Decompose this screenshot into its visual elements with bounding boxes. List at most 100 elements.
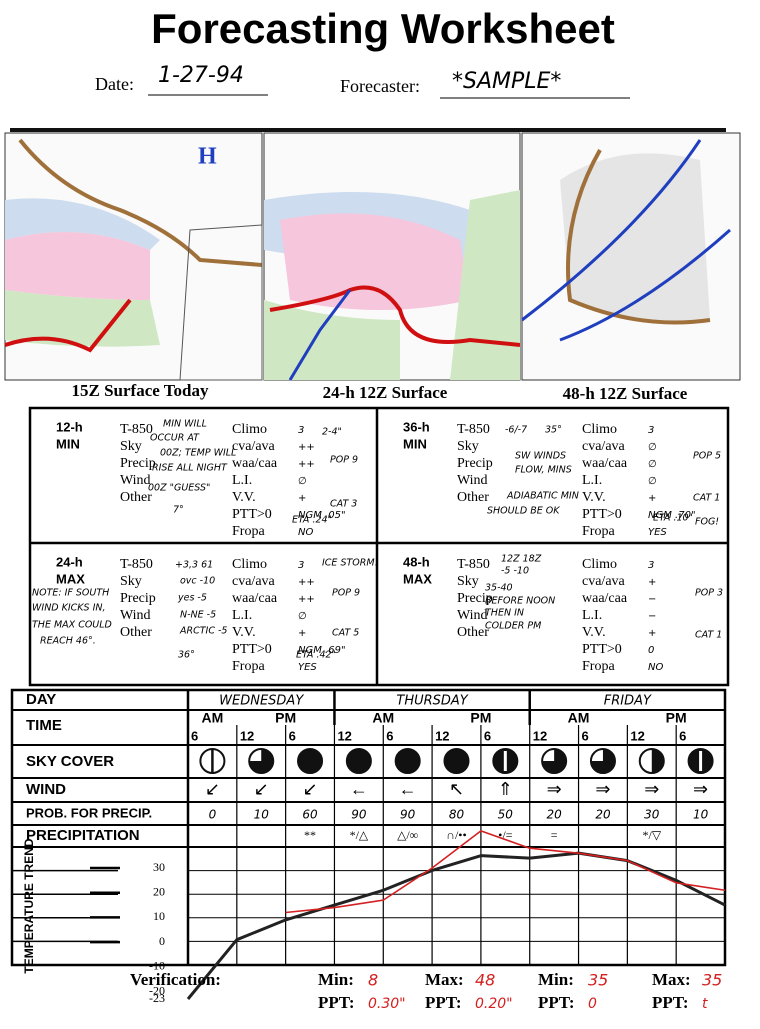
field-label: Sky — [457, 439, 479, 454]
handwritten-note: ARCTIC -5 — [179, 626, 227, 637]
verification-ppt: 0.30" — [368, 996, 406, 1012]
field-value: ++ — [298, 442, 315, 453]
map-caption: 24-h 12Z Surface — [323, 383, 448, 402]
panel-period: 12-h — [56, 419, 83, 434]
field-value: + — [648, 493, 656, 504]
wind: ⇒ — [547, 779, 562, 799]
field-label: Climo — [232, 557, 267, 572]
sky-cover — [589, 748, 616, 774]
field-label: Wind — [457, 608, 488, 623]
prob-precip: 20 — [595, 808, 611, 822]
field-value: 0 — [648, 645, 654, 656]
precip-symbol: = — [551, 828, 558, 842]
map-caption: 15Z Surface Today — [72, 381, 209, 400]
verification-value: 48 — [475, 971, 495, 990]
handwritten-note: ETA .10" — [653, 513, 693, 524]
time: 12 — [630, 728, 644, 743]
field-label: Fropa — [232, 659, 265, 674]
sky-cover — [638, 748, 665, 774]
am-pm: PM — [275, 710, 296, 726]
sky-cover-part — [297, 748, 324, 774]
field-label: Precip — [120, 456, 156, 471]
prob-precip: 60 — [302, 808, 318, 822]
am-pm: PM — [666, 710, 687, 726]
verification-value: 35 — [588, 971, 608, 990]
verification-label: Verification: — [130, 970, 221, 989]
verification-ppt-label: PPT: — [538, 993, 575, 1012]
row-label: TIME — [26, 717, 62, 734]
temp-tick-label: 30 — [153, 860, 165, 874]
field-label: waa/caa — [232, 456, 278, 471]
verification-kind: Min: — [318, 970, 354, 989]
sky-cover — [541, 748, 568, 774]
time: 6 — [289, 728, 296, 743]
field-value: − — [648, 611, 656, 622]
sky-cover — [199, 748, 226, 774]
handwritten-note: 00Z "GUESS" — [148, 483, 210, 494]
verification-ppt: 0.20" — [475, 996, 513, 1012]
date-label: Date: — [95, 74, 134, 94]
handwritten-note: N-NE -5 — [180, 610, 216, 621]
prob-precip: 10 — [693, 808, 709, 822]
verification-kind: Max: — [652, 970, 691, 989]
panel-period: 48-h — [403, 554, 430, 569]
sky-cover — [687, 748, 714, 774]
field-label: V.V. — [232, 625, 256, 640]
wind: ⇒ — [693, 779, 708, 799]
field-value: + — [648, 628, 656, 639]
row-label: DAY — [26, 691, 56, 708]
title: Forecasting Worksheet — [151, 5, 615, 52]
field-value: ++ — [298, 459, 315, 470]
time: 12 — [337, 728, 351, 743]
verification-value: 35 — [702, 971, 722, 990]
temp-tick-label: -20 — [149, 983, 165, 997]
time: 6 — [484, 728, 491, 743]
day: THURSDAY — [396, 694, 468, 709]
observed-trend — [285, 830, 726, 914]
field-label: PTT>0 — [582, 507, 622, 522]
verification-ppt-label: PPT: — [318, 993, 355, 1012]
field-label: Climo — [582, 422, 617, 437]
handwritten-note: -6/-7 — [505, 425, 527, 436]
handwritten-note: NOTE: IF SOUTH — [32, 588, 109, 599]
handwritten-note: COLDER PM — [485, 621, 541, 632]
handwritten-note: ovc -10 — [180, 576, 215, 587]
handwritten-note: 36° — [178, 650, 195, 661]
verification-value: 8 — [368, 971, 378, 990]
prob-precip: 80 — [449, 808, 465, 822]
sky-cover — [297, 748, 324, 774]
wind: ↙ — [254, 779, 269, 799]
am-pm: PM — [470, 710, 491, 726]
verification-kind: Min: — [538, 970, 574, 989]
field-label: V.V. — [582, 490, 606, 505]
time: 12 — [240, 728, 254, 743]
field-label: L.I. — [232, 473, 252, 488]
handwritten-note: SHOULD BE OK — [487, 506, 560, 517]
handwritten-note: THEN IN — [485, 608, 524, 619]
sky-cover — [345, 748, 372, 774]
handwritten-note: -5 -10 — [501, 566, 529, 577]
field-label: Fropa — [582, 524, 615, 539]
handwritten-note: RISE ALL NIGHT — [152, 463, 228, 474]
field-value: + — [298, 493, 306, 504]
row-label: WIND — [26, 781, 66, 798]
sky-cover — [492, 748, 519, 774]
precip-symbol: */△ — [350, 828, 369, 842]
forecaster: *SAMPLE* — [452, 69, 561, 94]
field-label: Fropa — [232, 524, 265, 539]
field-label: Precip — [457, 591, 493, 606]
svg-text:H: H — [198, 144, 217, 170]
prob-precip: 0 — [209, 808, 217, 822]
field-label: Other — [457, 625, 489, 640]
handwritten-note: ICE STORM! — [322, 558, 379, 569]
panel-kind: MAX — [403, 571, 432, 586]
handwritten-note: POP 5 — [693, 451, 721, 462]
row-label: TEMPERATURE TREND — [22, 838, 36, 973]
wind: ↙ — [205, 779, 220, 799]
rule — [10, 128, 726, 132]
sky-cover — [248, 748, 275, 774]
map-caption: 48-h 12Z Surface — [563, 384, 688, 403]
temp-tick-label: 10 — [153, 909, 165, 923]
field-label: waa/caa — [582, 456, 628, 471]
